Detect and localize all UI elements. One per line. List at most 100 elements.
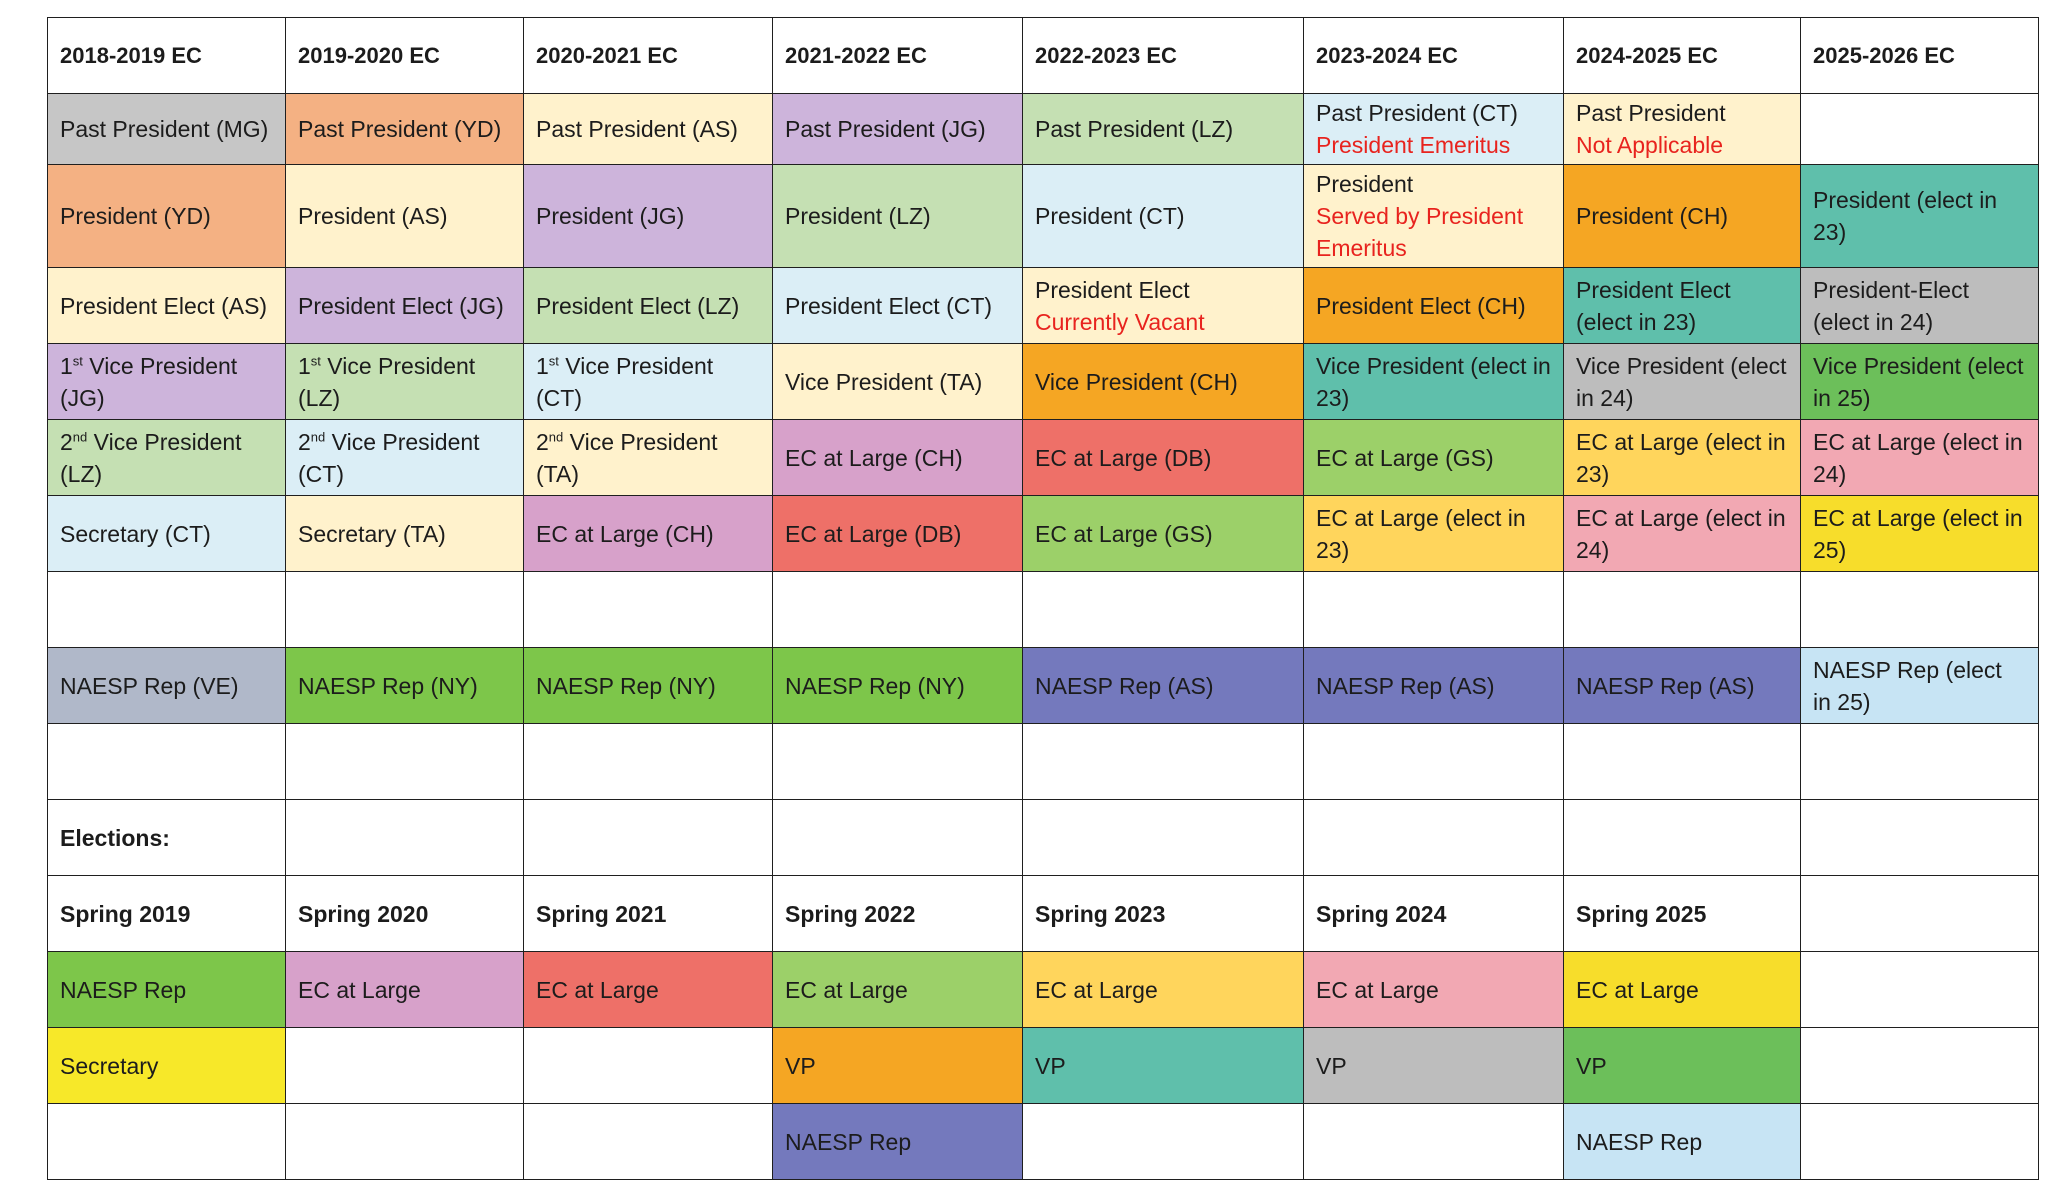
table-cell (1303, 723, 1564, 800)
table-cell (1022, 571, 1304, 648)
table-cell: EC at Large (1022, 951, 1304, 1028)
table-cell (1303, 799, 1564, 876)
cell-text-rest: Vice President (CT) (298, 428, 480, 487)
cell-text: President (AS) (298, 203, 448, 229)
table-cell: Past President (CT) President Emeritus (1303, 93, 1564, 165)
table-cell: EC at Large (elect in 25) (1800, 495, 2039, 572)
cell-text: EC at Large (elect in 24) (1813, 428, 2023, 487)
table-cell: President Elect (elect in 23) (1563, 267, 1801, 344)
table-cell: VP (1022, 1027, 1304, 1104)
table-cell: Vice President (TA) (772, 343, 1023, 420)
table-cell: President Served by President Emeritus (1303, 164, 1564, 268)
cell-text: VP (1316, 1052, 1347, 1079)
table-cell: VP (1303, 1027, 1564, 1104)
table-cell: President (CH) (1563, 164, 1801, 268)
cell-text: NAESP Rep (elect in 25) (1813, 656, 2002, 715)
table-cell: NAESP Rep (772, 1103, 1023, 1180)
table-cell: President (LZ) (772, 164, 1023, 268)
cell-text: President Elect (CH) (1316, 292, 1526, 319)
column-header: 2020-2021 EC (523, 17, 773, 94)
cell-text: President (LZ) (785, 203, 931, 229)
table-body: 2018-2019 EC 2019-2020 EC 2020-2021 EC 2021… (47, 17, 2039, 1180)
cell-text: President Elect (LZ) (536, 292, 740, 319)
cell-text: Past President (CT) (1316, 100, 1518, 126)
table-cell (1800, 1103, 2039, 1180)
table-cell (1563, 571, 1801, 648)
table-cell: NAESP Rep (AS) (1022, 647, 1304, 724)
table-row (47, 723, 2039, 800)
table-cell: EC at Large (GS) (1303, 419, 1564, 496)
table-cell: EC at Large (1303, 951, 1564, 1028)
table-cell (1563, 723, 1801, 800)
cell-text: Past President (JG) (785, 116, 986, 142)
cell-text: Past President (AS) (536, 116, 738, 142)
ordinal-suffix: nd (310, 428, 326, 444)
table-cell: EC at Large (elect in 23) (1303, 495, 1564, 572)
cell-text: Spring 2019 (60, 900, 191, 927)
table-cell: VP (772, 1027, 1023, 1104)
cell-text: EC at Large (1576, 976, 1699, 1003)
cell-text: EC at Large (elect in 25) (1813, 504, 2023, 563)
cell-text: Spring 2025 (1576, 900, 1707, 927)
cell-text: Spring 2024 (1316, 900, 1447, 927)
table-row: Spring 2019 Spring 2020 Spring 2021 Spring … (47, 875, 2039, 952)
table-cell: Spring 2020 (285, 875, 524, 952)
table-cell: President (elect in 23) (1800, 164, 2039, 268)
cell-text: NAESP Rep (NY) (536, 672, 716, 699)
table-cell: Past President (MG) (47, 93, 286, 165)
table-cell: Elections: (47, 799, 286, 876)
cell-note: Currently Vacant (1035, 308, 1205, 335)
table-cell: 1st Vice President (JG) (47, 343, 286, 420)
table-row: Secretary VP VP VP VP (47, 1027, 2039, 1104)
table-cell: President Elect (CH) (1303, 267, 1564, 344)
table-row: NAESP Rep NAESP Rep (47, 1103, 2039, 1180)
cell-text: President (YD) (60, 203, 211, 229)
cell-text: EC at Large (elect in 24) (1576, 504, 1786, 563)
cell-text: 1 (298, 352, 311, 379)
table-cell: Secretary (CT) (47, 495, 286, 572)
cell-text: NAESP Rep (VE) (60, 672, 239, 699)
header-row: 2018-2019 EC 2019-2020 EC 2020-2021 EC 2021… (47, 17, 2039, 94)
table-cell: President Elect (AS) (47, 267, 286, 344)
cell-text: Spring 2021 (536, 900, 667, 927)
ordinal-suffix: st (72, 352, 83, 368)
cell-text: Spring 2022 (785, 900, 916, 927)
table-cell: Vice President (elect in 24) (1563, 343, 1801, 420)
cell-text: President-Elect (elect in 24) (1813, 276, 1969, 335)
table-cell: President Elect Currently Vacant (1022, 267, 1304, 344)
cell-text: VP (785, 1052, 816, 1079)
table-cell: Vice President (CH) (1022, 343, 1304, 420)
column-header: 2021-2022 EC (772, 17, 1023, 94)
table-cell: President (CT) (1022, 164, 1304, 268)
column-header: 2023-2024 EC (1303, 17, 1564, 94)
cell-text: Elections: (60, 824, 170, 851)
cell-text: Past President (1576, 100, 1726, 126)
table-cell: President-Elect (elect in 24) (1800, 267, 2039, 344)
cell-text: NAESP Rep (785, 1128, 912, 1155)
table-row: Elections: (47, 799, 2039, 876)
table-cell: Secretary (TA) (285, 495, 524, 572)
column-header: 2019-2020 EC (285, 17, 524, 94)
table-row: NAESP Rep EC at Large EC at Large EC at Lar… (47, 951, 2039, 1028)
table-cell (772, 571, 1023, 648)
cell-text: VP (1035, 1052, 1066, 1079)
cell-text: EC at Large (GS) (1035, 520, 1213, 547)
cell-text: EC at Large (1316, 976, 1439, 1003)
table-cell (523, 571, 773, 648)
cell-text: EC at Large (CH) (785, 444, 963, 471)
cell-text: Spring 2020 (298, 900, 429, 927)
cell-text: President (CH) (1576, 203, 1729, 229)
cell-text: President Elect (AS) (60, 292, 268, 319)
table-cell: EC at Large (CH) (523, 495, 773, 572)
cell-text: NAESP Rep (1576, 1128, 1703, 1155)
table-cell: 1st Vice President (CT) (523, 343, 773, 420)
cell-text-rest: Vice President (LZ) (298, 352, 476, 411)
cell-text: Secretary (CT) (60, 520, 211, 547)
table-cell (523, 1027, 773, 1104)
table-cell (523, 799, 773, 876)
cell-text: President (1316, 171, 1414, 197)
cell-text: EC at Large (CH) (536, 520, 714, 547)
cell-text: 1 (60, 352, 73, 379)
table-cell: Past President (AS) (523, 93, 773, 165)
table-cell (1022, 799, 1304, 876)
